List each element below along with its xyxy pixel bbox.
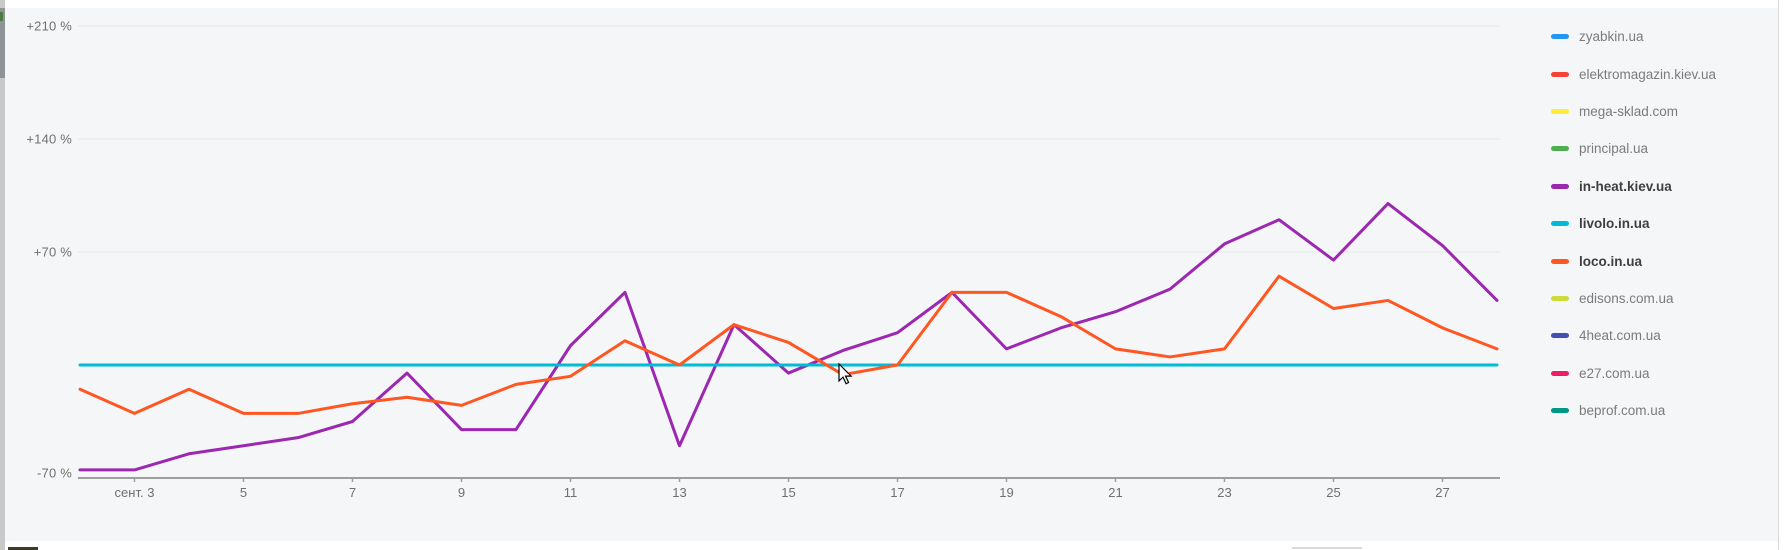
legend-color-swatch	[1551, 108, 1569, 114]
x-axis-tick-label: 21	[1108, 485, 1123, 500]
legend-color-swatch	[1551, 34, 1569, 40]
y-axis-tick-label: +70 %	[33, 244, 72, 260]
y-axis-tick-label: +140 %	[26, 131, 72, 147]
x-axis	[78, 477, 1500, 482]
legend-item-label: principal.ua	[1579, 141, 1649, 157]
right-window-edge	[1778, 0, 1784, 550]
legend-color-swatch	[1551, 71, 1569, 77]
legend-item-label: e27.com.ua	[1579, 365, 1650, 381]
legend-color-swatch	[1551, 295, 1569, 301]
x-axis-tick-label: сент. 3	[114, 485, 155, 500]
x-axis-tick-label: 5	[239, 485, 248, 500]
left-window-edge	[0, 0, 5, 550]
legend-color-swatch	[1551, 370, 1569, 376]
x-axis-tick-label: 25	[1326, 485, 1341, 500]
legend: zyabkin.ua elektromagazin.kiev.ua mega-skl…	[1551, 18, 1716, 429]
legend-item-edisons.com.ua[interactable]: edisons.com.ua	[1551, 280, 1716, 317]
x-axis-tick-label: 27	[1435, 485, 1450, 500]
legend-item-zyabkin.ua[interactable]: zyabkin.ua	[1551, 18, 1716, 55]
x-axis-tick-label: 17	[890, 485, 905, 500]
cutoff-element-bottom-mid	[1292, 547, 1362, 549]
legend-item-livolo.in.ua[interactable]: livolo.in.ua	[1551, 205, 1716, 242]
legend-item-label: in-heat.kiev.ua	[1579, 178, 1672, 194]
x-axis-tick-label: 15	[781, 485, 796, 500]
x-axis-tick-label: 9	[457, 485, 466, 500]
series-lines	[78, 202, 1499, 472]
cutoff-element-bottom-left	[8, 547, 38, 550]
legend-item-label: mega-sklad.com	[1579, 103, 1679, 119]
legend-item-loco.in.ua[interactable]: loco.in.ua	[1551, 242, 1716, 279]
legend-color-swatch	[1551, 183, 1569, 189]
legend-color-swatch	[1551, 333, 1569, 339]
series-line-in-heat.kiev.ua	[78, 202, 1499, 472]
legend-item-label: livolo.in.ua	[1579, 216, 1650, 232]
legend-item-e27.com.ua[interactable]: e27.com.ua	[1551, 355, 1716, 392]
y-axis-tick-label: +210 %	[26, 18, 72, 34]
legend-item-in-heat.kiev.ua[interactable]: in-heat.kiev.ua	[1551, 168, 1716, 205]
series-line-loco.in.ua	[78, 274, 1499, 415]
legend-item-principal.ua[interactable]: principal.ua	[1551, 130, 1716, 167]
legend-item-label: zyabkin.ua	[1579, 29, 1644, 45]
gridlines	[78, 25, 1500, 253]
legend-item-mega-sklad.com[interactable]: mega-sklad.com	[1551, 93, 1716, 130]
legend-item-4heat.com.ua[interactable]: 4heat.com.ua	[1551, 317, 1716, 354]
legend-item-label: loco.in.ua	[1579, 253, 1643, 269]
legend-item-label: beprof.com.ua	[1579, 403, 1666, 419]
y-axis-tick-label: -70 %	[37, 465, 72, 481]
legend-color-swatch	[1551, 221, 1569, 227]
legend-color-swatch	[1551, 146, 1569, 152]
legend-item-label: edisons.com.ua	[1579, 290, 1674, 306]
x-axis-tick-label: 23	[1217, 485, 1232, 500]
x-axis-tick-label: 13	[672, 485, 687, 500]
mouse-cursor	[838, 363, 853, 385]
legend-item-label: elektromagazin.kiev.ua	[1579, 66, 1717, 82]
x-axis-tick-label: 19	[999, 485, 1014, 500]
legend-color-swatch	[1551, 408, 1569, 414]
legend-item-beprof.com.ua[interactable]: beprof.com.ua	[1551, 392, 1716, 429]
legend-color-swatch	[1551, 258, 1569, 264]
x-axis-tick-label: 7	[348, 485, 357, 500]
x-axis-tick-label: 11	[563, 485, 578, 500]
chart-panel	[5, 8, 1779, 541]
legend-item-label: 4heat.com.ua	[1579, 328, 1661, 344]
legend-item-elektromagazin.kiev.ua[interactable]: elektromagazin.kiev.ua	[1551, 55, 1716, 92]
